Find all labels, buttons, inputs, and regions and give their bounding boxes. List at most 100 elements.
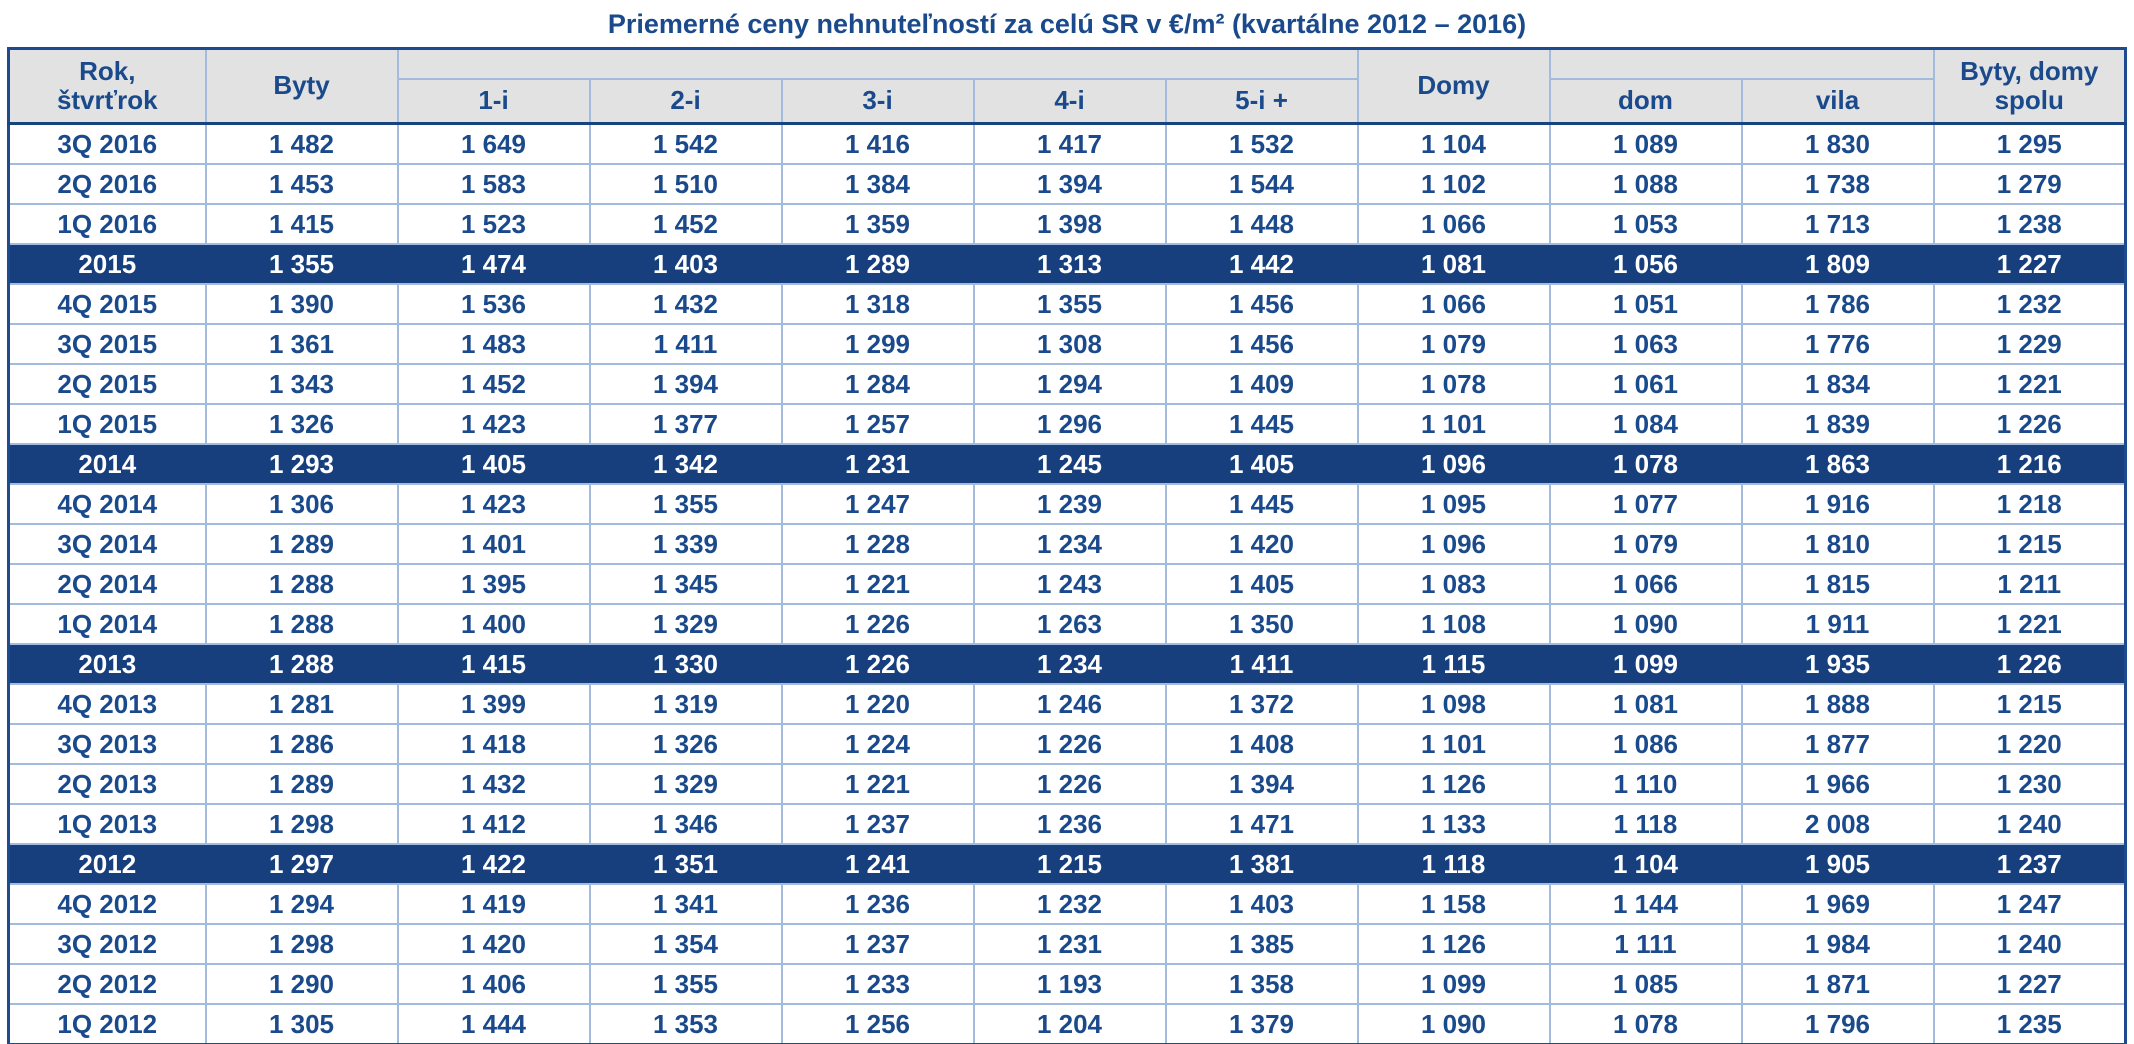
price-value-cell: 1 911 <box>1740 603 1935 645</box>
row-label: 2013 <box>7 643 207 685</box>
price-value-cell: 1 544 <box>1164 163 1359 205</box>
subheader-5i: 5-i + <box>1164 78 1359 125</box>
price-value-cell: 1 400 <box>396 603 591 645</box>
price-value-cell: 1 532 <box>1164 122 1359 165</box>
price-value-cell: 1 221 <box>1932 603 2127 645</box>
price-value-cell: 1 394 <box>588 363 783 405</box>
price-value-cell: 1 420 <box>1164 523 1359 565</box>
price-value-cell: 1 115 <box>1356 643 1551 685</box>
price-value-cell: 1 226 <box>972 723 1167 765</box>
price-value-cell: 1 099 <box>1356 963 1551 1005</box>
price-value-cell: 1 247 <box>1932 883 2127 925</box>
price-value-cell: 1 066 <box>1548 563 1743 605</box>
price-value-cell: 1 081 <box>1356 243 1551 285</box>
quarter-row: 2Q 2015 1 343 1 452 1 394 1 284 1 294 1 409 1 0… <box>7 363 2127 405</box>
price-value-cell: 1 226 <box>972 763 1167 805</box>
price-value-cell: 1 330 <box>588 643 783 685</box>
price-value-cell: 1 246 <box>972 683 1167 725</box>
price-value-cell: 1 313 <box>972 243 1167 285</box>
price-value-cell: 1 384 <box>780 163 975 205</box>
price-value-cell: 1 329 <box>588 763 783 805</box>
price-value-cell: 1 326 <box>204 403 399 445</box>
price-value-cell: 1 298 <box>204 803 399 845</box>
price-value-cell: 1 442 <box>1164 243 1359 285</box>
quarter-row: 1Q 2012 1 305 1 444 1 353 1 256 1 204 1 379 1 0… <box>7 1003 2127 1044</box>
year-summary-row: 2013 1 288 1 415 1 330 1 226 1 234 1 411 1 115 1… <box>7 643 2127 685</box>
price-value-cell: 1 510 <box>588 163 783 205</box>
price-value-cell: 1 482 <box>204 122 399 165</box>
price-value-cell: 1 523 <box>396 203 591 245</box>
price-value-cell: 1 372 <box>1164 683 1359 725</box>
price-value-cell: 1 583 <box>396 163 591 205</box>
price-value-cell: 1 220 <box>1932 723 2127 765</box>
price-value-cell: 1 230 <box>1932 763 2127 805</box>
price-value-cell: 1 343 <box>204 363 399 405</box>
price-value-cell: 1 329 <box>588 603 783 645</box>
price-value-cell: 1 935 <box>1740 643 1935 685</box>
price-value-cell: 1 432 <box>396 763 591 805</box>
price-value-cell: 1 281 <box>204 683 399 725</box>
header-byty-domy-spolu: Byty, domy spolu <box>1932 47 2127 125</box>
byty-group-header <box>396 47 1359 80</box>
price-value-cell: 1 231 <box>972 923 1167 965</box>
price-value-cell: 1 066 <box>1356 203 1551 245</box>
price-value-cell: 1 256 <box>780 1003 975 1044</box>
price-value-cell: 1 405 <box>1164 443 1359 485</box>
price-value-cell: 1 084 <box>1548 403 1743 445</box>
price-value-cell: 1 379 <box>1164 1003 1359 1044</box>
year-summary-row: 2012 1 297 1 422 1 351 1 241 1 215 1 381 1 118 1… <box>7 843 2127 885</box>
price-value-cell: 1 359 <box>780 203 975 245</box>
price-value-cell: 1 863 <box>1740 443 1935 485</box>
price-value-cell: 1 403 <box>588 243 783 285</box>
subheader-4i: 4-i <box>972 78 1167 125</box>
price-value-cell: 1 411 <box>588 323 783 365</box>
row-label: 4Q 2014 <box>7 483 207 525</box>
year-summary-row: 2015 1 355 1 474 1 403 1 289 1 313 1 442 1 081 1… <box>7 243 2127 285</box>
price-value-cell: 1 417 <box>972 122 1167 165</box>
price-value-cell: 1 233 <box>780 963 975 1005</box>
price-value-cell: 1 290 <box>204 963 399 1005</box>
row-label: 2015 <box>7 243 207 285</box>
price-value-cell: 1 063 <box>1548 323 1743 365</box>
price-value-cell: 1 403 <box>1164 883 1359 925</box>
price-value-cell: 1 318 <box>780 283 975 325</box>
price-value-cell: 1 394 <box>972 163 1167 205</box>
price-value-cell: 1 415 <box>396 643 591 685</box>
price-value-cell: 1 078 <box>1548 443 1743 485</box>
price-value-cell: 1 294 <box>972 363 1167 405</box>
price-value-cell: 1 353 <box>588 1003 783 1044</box>
row-label: 3Q 2015 <box>7 323 207 365</box>
price-value-cell: 1 342 <box>588 443 783 485</box>
price-value-cell: 1 536 <box>396 283 591 325</box>
price-value-cell: 1 211 <box>1932 563 2127 605</box>
price-value-cell: 1 240 <box>1932 923 2127 965</box>
price-value-cell: 1 358 <box>1164 963 1359 1005</box>
price-value-cell: 1 419 <box>396 883 591 925</box>
price-value-cell: 1 079 <box>1356 323 1551 365</box>
price-value-cell: 1 298 <box>204 923 399 965</box>
price-value-cell: 1 418 <box>396 723 591 765</box>
price-value-cell: 1 229 <box>1932 323 2127 365</box>
price-value-cell: 1 144 <box>1548 883 1743 925</box>
price-value-cell: 1 101 <box>1356 723 1551 765</box>
price-value-cell: 1 399 <box>396 683 591 725</box>
price-value-cell: 1 423 <box>396 403 591 445</box>
header-group-row: Rok, štvrťrok Byty Domy Byty, domy spolu <box>7 47 2127 125</box>
price-value-cell: 1 305 <box>204 1003 399 1044</box>
quarter-row: 1Q 2014 1 288 1 400 1 329 1 226 1 263 1 350 1 1… <box>7 603 2127 645</box>
price-value-cell: 1 238 <box>1932 203 2127 245</box>
price-value-cell: 1 286 <box>204 723 399 765</box>
header-byty: Byty <box>204 47 399 125</box>
price-value-cell: 1 231 <box>780 443 975 485</box>
price-value-cell: 1 263 <box>972 603 1167 645</box>
quarter-row: 4Q 2014 1 306 1 423 1 355 1 247 1 239 1 445 1 0… <box>7 483 2127 525</box>
price-value-cell: 1 053 <box>1548 203 1743 245</box>
price-value-cell: 1 877 <box>1740 723 1935 765</box>
price-value-cell: 1 221 <box>1932 363 2127 405</box>
price-value-cell: 1 096 <box>1356 443 1551 485</box>
price-value-cell: 1 984 <box>1740 923 1935 965</box>
price-value-cell: 1 395 <box>396 563 591 605</box>
price-value-cell: 1 830 <box>1740 122 1935 165</box>
quarter-row: 2Q 2012 1 290 1 406 1 355 1 233 1 193 1 358 1 0… <box>7 963 2127 1005</box>
